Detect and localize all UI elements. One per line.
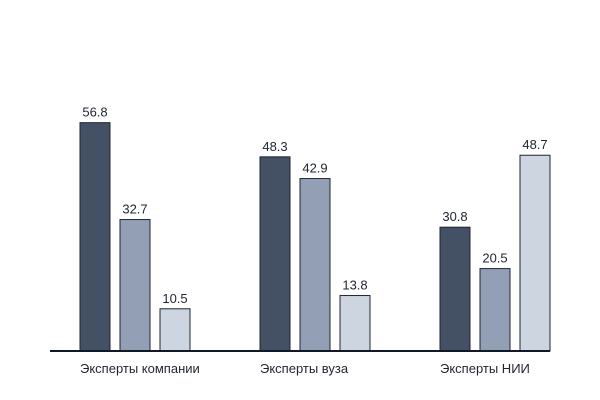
bar-3-3 <box>519 154 551 352</box>
value-label-2-2: 42.9 <box>302 161 327 176</box>
bar-2-3 <box>339 295 371 352</box>
value-label-3-2: 20.5 <box>482 251 507 266</box>
labels-layer: 56.8 32.7 10.5 48.3 42.9 13.8 30.8 20.5 48.7 <box>82 105 547 306</box>
value-label-1-2: 32.7 <box>122 202 147 217</box>
value-label-2-1: 48.3 <box>262 139 287 154</box>
bar-2-1 <box>259 156 291 352</box>
value-label-1-1: 56.8 <box>82 105 107 120</box>
value-label-1-3: 10.5 <box>162 291 187 306</box>
category-label-1: Эксперты компании <box>80 361 200 376</box>
bar-1-2 <box>119 219 151 352</box>
value-label-3-3: 48.7 <box>522 137 547 152</box>
bar-2-2 <box>299 178 331 352</box>
bar-3-2 <box>479 268 511 352</box>
bar-1-1 <box>79 122 111 352</box>
category-label-3: Эксперты НИИ <box>440 361 530 376</box>
bars-layer <box>79 122 551 352</box>
value-label-3-1: 30.8 <box>442 209 467 224</box>
value-label-2-3: 13.8 <box>342 278 367 293</box>
category-label-2: Эксперты вуза <box>260 361 349 376</box>
category-labels: Эксперты компании Эксперты вуза Эксперты Н… <box>80 361 530 376</box>
bar-1-3 <box>159 308 191 352</box>
bar-3-1 <box>439 226 471 352</box>
